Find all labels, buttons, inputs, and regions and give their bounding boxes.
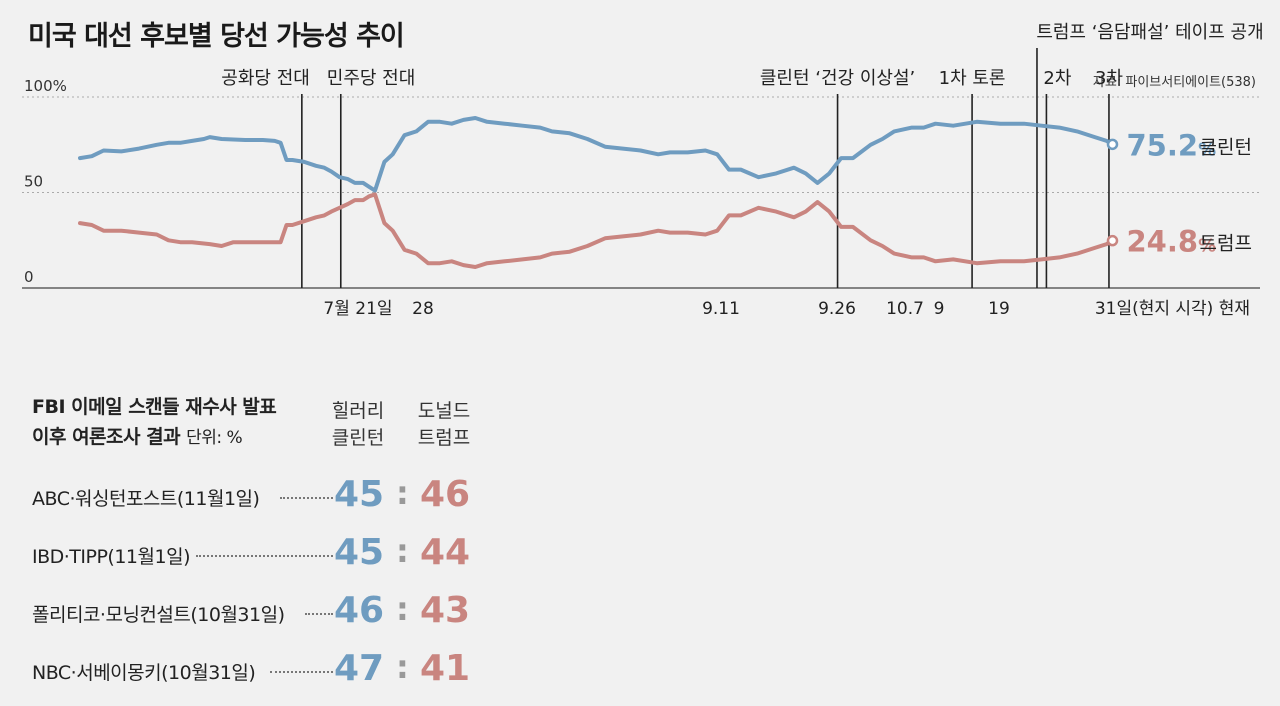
poll-row: NBC·서베이몽키(10월31일) 47:41 — [0, 648, 500, 698]
series-line-1 — [78, 192, 1115, 269]
y-tick-label-50: 50 — [24, 173, 43, 191]
x-tick-label-7: 31일(현지 시각) 현재 — [1095, 299, 1250, 319]
series-name-0: 클린턴 — [1200, 136, 1252, 158]
y-tick-label-100: 100% — [24, 77, 67, 95]
poll-clinton-value: 45 — [333, 532, 385, 573]
y-tick-label-0: 0 — [24, 268, 34, 286]
poll-trump-value: 43 — [419, 590, 471, 631]
series-end-marker-1 — [1106, 234, 1119, 247]
poll-table-title: FBI 이메일 스캔들 재수사 발표 이후 여론조사 결과 단위: % — [32, 392, 277, 453]
x-tick-label-2: 9.11 — [702, 299, 740, 319]
poll-unit: 단위: % — [186, 428, 243, 448]
poll-leader-dots — [305, 613, 333, 615]
poll-row: IBD·TIPP(11월1일) 45:44 — [0, 532, 500, 582]
poll-leader-dots — [280, 497, 333, 499]
x-tick-label-4: 10.7 — [886, 299, 924, 319]
column-head-clinton-line2: 클린턴 — [331, 427, 385, 449]
poll-title-line1: FBI 이메일 스캔들 재수사 발표 — [32, 396, 277, 418]
x-tick-label-0: 7월 21일 — [323, 299, 392, 319]
event-label-2: 클린턴 ‘건강 이상설’ — [760, 68, 915, 89]
x-tick-label-3: 9.26 — [818, 299, 856, 319]
poll-trump-value: 44 — [419, 532, 471, 573]
event-label-0: 공화당 전대 — [221, 68, 310, 89]
probability-line-chart: 100% 50 0 자료: 파이브서티에이트(538) 공화당 전대 민주당 전대 클린턴 … — [22, 22, 1264, 319]
event-label-4: 트럼프 ‘음담패설’ 테이프 공개 — [1036, 22, 1263, 43]
column-head-trump: 도널드 트럼프 — [404, 398, 484, 452]
series-name-1: 트럼프 — [1200, 233, 1252, 255]
event-label-3: 1차 토론 — [939, 68, 1006, 89]
poll-separator: : — [396, 648, 409, 686]
poll-separator: : — [396, 474, 409, 512]
poll-row: 폴리티코·모닝컨설트(10월31일) 46:43 — [0, 590, 500, 640]
poll-separator: : — [396, 532, 409, 570]
poll-row: ABC·워싱턴포스트(11월1일) 45:46 — [0, 474, 500, 524]
chart-title: 미국 대선 후보별 당선 가능성 추이 — [28, 21, 405, 52]
column-head-trump-line1: 도널드 — [417, 400, 471, 422]
poll-clinton-value: 46 — [333, 590, 385, 631]
poll-trump-value: 41 — [419, 648, 471, 689]
column-head-clinton-line1: 힐러리 — [331, 400, 385, 422]
series-end-value-1: 24.8% — [1127, 225, 1217, 259]
series-end-value-0: 75.2% — [1127, 128, 1217, 162]
poll-leader-dots — [270, 671, 333, 673]
poll-name: IBD·TIPP(11월1일) — [32, 546, 190, 568]
series-end-marker-0 — [1106, 138, 1119, 151]
series-line-0 — [78, 116, 1115, 193]
poll-name: NBC·서베이몽키(10월31일) — [32, 662, 256, 684]
poll-name: 폴리티코·모닝컨설트(10월31일) — [32, 604, 285, 626]
event-label-5: 2차 — [1043, 68, 1071, 89]
column-head-trump-line2: 트럼프 — [417, 427, 471, 449]
event-label-6: 3차 — [1095, 68, 1123, 89]
poll-name: ABC·워싱턴포스트(11월1일) — [32, 488, 260, 510]
x-tick-label-6: 19 — [988, 299, 1010, 319]
poll-title-line2: 이후 여론조사 결과 단위: % — [32, 426, 243, 448]
source-note: 자료: 파이브서티에이트(538) — [1093, 75, 1256, 90]
poll-clinton-value: 47 — [333, 648, 385, 689]
x-tick-label-5: 9 — [934, 299, 945, 319]
column-head-clinton: 힐러리 클린턴 — [318, 398, 398, 452]
event-label-1: 민주당 전대 — [327, 68, 416, 89]
poll-trump-value: 46 — [419, 474, 471, 515]
x-tick-label-1: 28 — [412, 299, 434, 319]
poll-separator: : — [396, 590, 409, 628]
poll-clinton-value: 45 — [333, 474, 385, 515]
poll-leader-dots — [196, 555, 333, 557]
